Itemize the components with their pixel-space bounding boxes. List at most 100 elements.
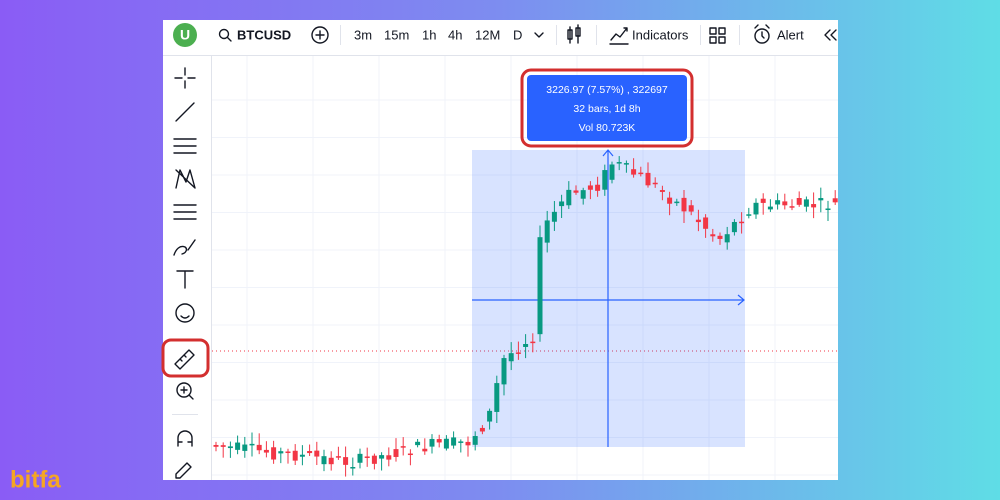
trend-line-tool[interactable] [175,102,195,122]
interval[interactable]: 3m [354,27,372,42]
candle [220,445,226,447]
alert-button[interactable]: Alert [777,27,804,42]
candle [587,185,593,190]
avatar-letter: U [180,27,190,43]
candle [595,184,601,191]
logo: bitfa [10,466,61,493]
interval[interactable]: D [513,27,522,42]
prediction-tool[interactable] [173,204,197,220]
candle [760,198,766,203]
candle [746,214,752,216]
add-symbol[interactable] [311,26,329,44]
candle [731,221,737,233]
interval[interactable]: 15m [384,27,409,42]
candle [703,217,709,229]
candle [350,467,356,469]
candle [364,456,370,458]
candle [616,162,622,164]
candle [544,220,550,243]
candle [602,170,608,190]
candle [530,341,536,344]
candle [667,197,673,204]
symbol[interactable]: BTCUSD [237,27,291,42]
candle [681,197,687,212]
search-icon[interactable] [218,28,230,40]
measure-volume: Vol 80.723K [579,122,636,134]
candle [472,436,478,445]
add-symbol [315,30,325,40]
candle [515,352,521,354]
candle [400,446,406,448]
candle [609,164,615,180]
lock-tool[interactable] [175,462,192,479]
candle [227,446,233,449]
candle [566,189,572,206]
indicators-button[interactable]: Indicators [632,27,689,42]
alert-icon[interactable] [754,28,770,44]
candle [674,201,680,204]
candle [832,198,838,203]
fib-tool[interactable] [173,138,197,154]
candle [249,443,255,446]
candle [379,455,385,459]
indicators-icon[interactable] [609,27,629,45]
chart-area [212,56,838,480]
candle [753,202,759,215]
candle [638,172,644,175]
candle [695,219,701,223]
candle [775,200,781,205]
candle [767,206,773,210]
candle [321,456,327,465]
candle [299,454,305,457]
candle [818,198,824,201]
candle [436,439,442,443]
ruler-highlight [161,338,210,378]
layout-icon[interactable] [709,27,726,44]
measure-tooltip [527,75,687,141]
candle [645,172,651,186]
candle [242,444,248,451]
candle [623,163,629,165]
candle [501,358,507,385]
candle [803,199,809,207]
crosshair-tool[interactable] [174,67,196,89]
intervals: 3m 15m 1h 4h 12M D [354,27,522,42]
candle [508,353,514,362]
candle [263,449,269,453]
candle [271,447,277,460]
pattern-tool[interactable] [175,169,196,189]
candle [825,208,831,211]
candle [580,190,586,199]
candle [386,455,392,460]
candle [335,456,341,458]
candle [724,234,730,243]
tooltip-highlight [520,68,694,148]
collapse-icon[interactable] [824,29,837,41]
candle [357,453,363,463]
magnet-tool[interactable] [177,430,193,447]
interval[interactable]: 4h [448,27,462,42]
candle [559,201,565,207]
interval[interactable]: 1h [422,27,436,42]
avatar[interactable] [173,23,197,47]
candle [652,182,658,185]
chart-type-icon[interactable] [567,24,581,44]
candle [739,221,745,224]
text-tool[interactable] [176,270,194,289]
zoom-tool[interactable] [176,382,192,398]
candle [494,383,500,412]
candle [537,237,543,335]
candle [213,444,219,447]
candle [479,427,485,432]
candle [292,450,298,461]
candle [393,449,399,457]
measure-tool[interactable] [174,349,195,370]
candle [429,438,435,447]
icon-tool[interactable] [175,303,195,323]
top-toolbar: U BTCUSD 3m 15m 1h 4h 12M D Indicators Alert [173,23,837,47]
interval-dropdown[interactable] [534,32,544,38]
interval[interactable]: 12M [475,27,500,42]
candle [307,451,313,454]
candle [796,198,802,205]
brush-tool[interactable] [173,239,196,256]
